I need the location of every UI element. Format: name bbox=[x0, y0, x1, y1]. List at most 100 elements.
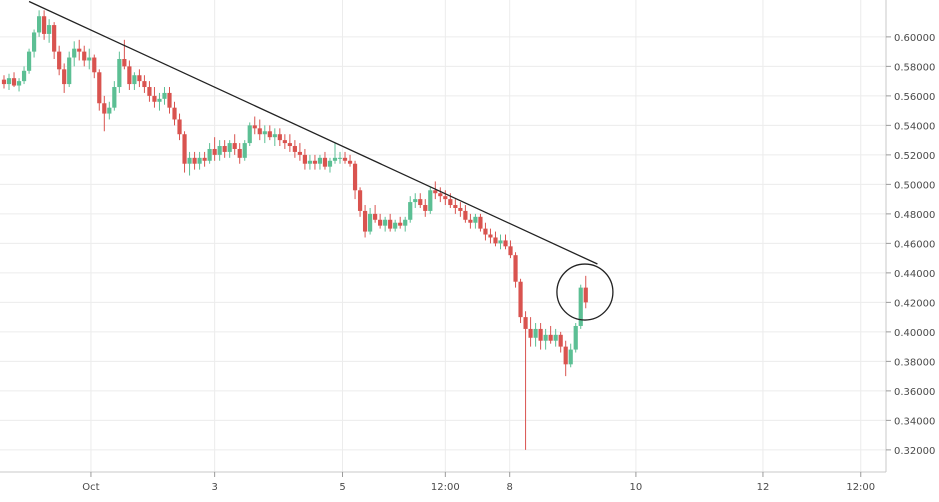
candle-body bbox=[227, 143, 232, 152]
candle-body bbox=[307, 160, 313, 164]
candle-body bbox=[302, 154, 308, 164]
highlight-circle bbox=[556, 263, 614, 321]
candle-body bbox=[31, 32, 37, 52]
y-axis: 0.60000 0.58000 0.56000 0.54000 0.52000 0.500… bbox=[886, 33, 935, 457]
candle-body bbox=[508, 246, 513, 256]
candle-body bbox=[423, 205, 428, 211]
candle-body bbox=[292, 146, 297, 152]
candle-body bbox=[212, 148, 217, 155]
x-tick-label: 3 bbox=[211, 482, 217, 493]
candle-body bbox=[147, 87, 152, 96]
candle-body bbox=[513, 255, 518, 282]
candle-body bbox=[112, 87, 117, 108]
candle-body bbox=[167, 92, 172, 108]
candle-body bbox=[383, 219, 388, 226]
candle-body bbox=[578, 287, 583, 326]
candle-body bbox=[503, 240, 508, 247]
candle-body bbox=[332, 157, 338, 161]
candle-body bbox=[257, 128, 262, 135]
candle-body bbox=[408, 202, 413, 220]
y-tick-label: 0.38000 bbox=[894, 357, 935, 368]
candle-body bbox=[413, 199, 418, 203]
candle-body bbox=[237, 148, 242, 158]
candle-body bbox=[252, 125, 257, 129]
candle-body bbox=[137, 75, 142, 82]
candle-body bbox=[538, 328, 543, 341]
x-tick-label: 12 bbox=[757, 482, 770, 493]
candle-body bbox=[47, 25, 52, 34]
candle-body bbox=[352, 163, 358, 191]
candle-body bbox=[222, 146, 227, 152]
y-tick-label: 0.50000 bbox=[894, 180, 935, 191]
candle-body bbox=[87, 57, 92, 61]
candle-body bbox=[533, 328, 538, 338]
candle-body bbox=[368, 213, 373, 232]
y-tick-label: 0.42000 bbox=[894, 298, 935, 309]
candle-body bbox=[242, 143, 247, 158]
candle-body bbox=[428, 190, 433, 211]
candle-body bbox=[152, 95, 157, 102]
candle-body bbox=[82, 51, 87, 61]
y-tick-label: 0.44000 bbox=[894, 269, 935, 280]
candle-body bbox=[197, 157, 202, 164]
candle-body bbox=[342, 157, 348, 161]
candle-body bbox=[37, 16, 42, 33]
x-tick-label: Oct bbox=[82, 482, 99, 493]
candle-body bbox=[453, 205, 458, 208]
candle-body bbox=[282, 140, 287, 144]
y-tick-label: 0.34000 bbox=[894, 416, 935, 427]
x-tick-label: 8 bbox=[507, 482, 513, 493]
trendline bbox=[28, 0, 598, 265]
candle-body bbox=[162, 92, 167, 99]
candle-body bbox=[272, 134, 277, 138]
candle-body bbox=[463, 210, 468, 220]
y-tick-label: 0.56000 bbox=[894, 92, 935, 103]
x-tick-label: 12:00 bbox=[431, 482, 460, 493]
annotations bbox=[28, 0, 614, 321]
candle-body bbox=[327, 160, 333, 167]
candle-body bbox=[583, 287, 588, 303]
y-tick-label: 0.48000 bbox=[894, 210, 935, 221]
candle-body bbox=[483, 228, 488, 235]
candle-body bbox=[26, 51, 32, 71]
x-tick-label: 5 bbox=[339, 482, 345, 493]
candle-body bbox=[393, 222, 398, 229]
candle-body bbox=[16, 81, 22, 86]
candle-body bbox=[488, 234, 493, 238]
candle-body bbox=[202, 157, 207, 161]
candle-body bbox=[177, 119, 182, 135]
x-tick-label: 12:00 bbox=[846, 482, 875, 493]
candle-body bbox=[267, 131, 272, 138]
candle-body bbox=[398, 222, 403, 226]
candle-body bbox=[107, 107, 112, 114]
candle-body bbox=[543, 334, 548, 341]
candle-body bbox=[42, 16, 47, 34]
candle-body bbox=[192, 157, 197, 164]
y-tick-label: 0.54000 bbox=[894, 121, 935, 132]
candle-body bbox=[92, 57, 97, 73]
candle-body bbox=[443, 196, 448, 200]
candle-body bbox=[127, 66, 132, 85]
candle-body bbox=[287, 143, 292, 147]
candle-body bbox=[528, 328, 533, 338]
candle-body bbox=[438, 193, 443, 197]
candle-body bbox=[523, 317, 528, 329]
candle-body bbox=[378, 219, 383, 226]
candle-body bbox=[558, 334, 563, 347]
candle-body bbox=[568, 349, 573, 365]
candle-body bbox=[77, 48, 82, 52]
candle-body bbox=[187, 157, 192, 164]
candle-body bbox=[21, 70, 27, 82]
candle-body bbox=[11, 78, 17, 86]
candle-body bbox=[322, 157, 328, 167]
y-tick-label: 0.36000 bbox=[894, 387, 935, 398]
candle-body bbox=[573, 325, 578, 350]
candle-body bbox=[6, 78, 12, 85]
candle-body bbox=[418, 199, 423, 206]
candle-body bbox=[62, 69, 67, 85]
y-tick-label: 0.40000 bbox=[894, 328, 935, 339]
candle-body bbox=[57, 51, 62, 70]
candle-body bbox=[102, 103, 107, 114]
candle-body bbox=[448, 199, 453, 206]
